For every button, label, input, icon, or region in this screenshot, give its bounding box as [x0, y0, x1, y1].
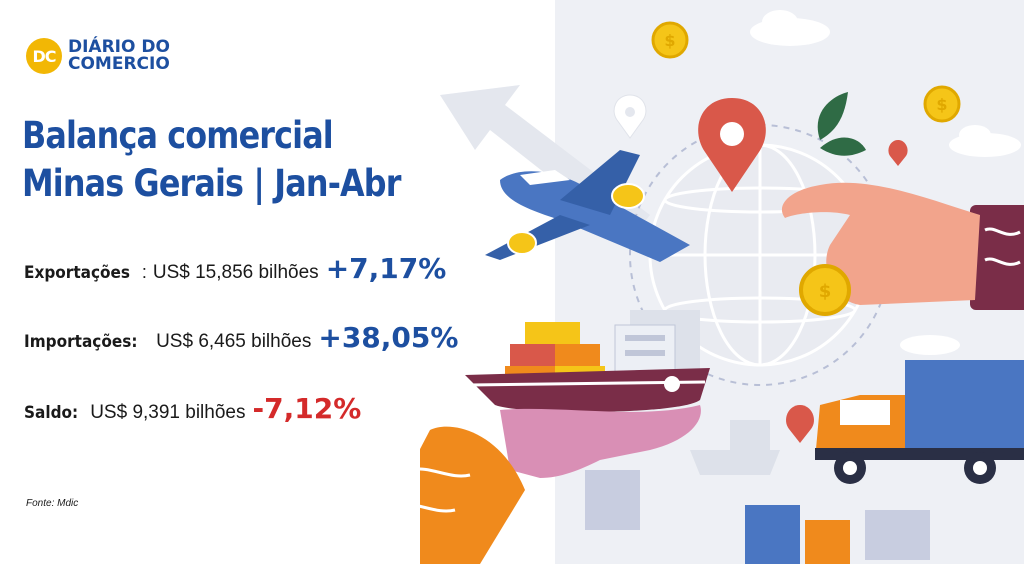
svg-text:$: $ — [664, 31, 675, 50]
airplane-icon — [485, 150, 690, 262]
stat-separator: : — [141, 262, 147, 282]
stat-value: US$ 9,391 bilhões — [90, 402, 246, 423]
page-title: Balança comercial Minas Gerais | Jan-Abr — [22, 112, 401, 208]
logo-line-1: DIÁRIO DO — [68, 37, 170, 57]
stat-change: +38,05% — [318, 321, 459, 354]
stat-value: US$ 6,465 bilhões — [156, 331, 312, 352]
stat-change: -7,12% — [252, 392, 362, 425]
stat-label: Saldo: — [24, 403, 79, 423]
source-note: Fonte: Mdic — [26, 498, 79, 509]
map-pin-icon — [698, 98, 766, 192]
title-line-1: Balança comercial — [22, 114, 334, 157]
truck-icon — [815, 360, 1024, 484]
background-ship-icon — [630, 310, 780, 475]
hand-with-coin-icon: $ — [781, 182, 1024, 316]
cargo-ship-icon — [465, 322, 710, 412]
map-pin-icon — [613, 94, 908, 443]
logo-wordmark: DIÁRIO DO COMERCIO — [68, 39, 170, 73]
stat-change: +7,17% — [325, 252, 447, 285]
svg-text:$: $ — [936, 95, 947, 114]
brand-logo: DC DIÁRIO DO COMERCIO — [26, 38, 170, 74]
leaf-icon — [817, 92, 866, 156]
box-icon — [585, 470, 930, 560]
logo-badge: DC — [26, 38, 62, 74]
stat-imports: Importações: US$ 6,465 bilhões +38,05% — [24, 321, 458, 354]
stat-label: Exportações — [24, 263, 131, 283]
trade-illustration: $ $ $ — [420, 0, 1024, 564]
coin-icon: $ $ — [651, 21, 961, 123]
cloud-icon — [750, 10, 1021, 355]
svg-text:$: $ — [819, 281, 832, 302]
stat-value: US$ 15,856 bilhões — [152, 262, 319, 283]
stat-exports: Exportações: US$ 15,856 bilhões +7,17% — [24, 252, 446, 285]
hand-holding-ship-icon — [420, 405, 701, 564]
stat-balance: Saldo: US$ 9,391 bilhões -7,12% — [24, 392, 361, 425]
stat-label: Importações: — [24, 332, 138, 352]
title-line-2: Minas Gerais | Jan-Abr — [22, 162, 401, 205]
logo-line-2: COMERCIO — [68, 54, 170, 74]
box-icon — [745, 505, 850, 564]
